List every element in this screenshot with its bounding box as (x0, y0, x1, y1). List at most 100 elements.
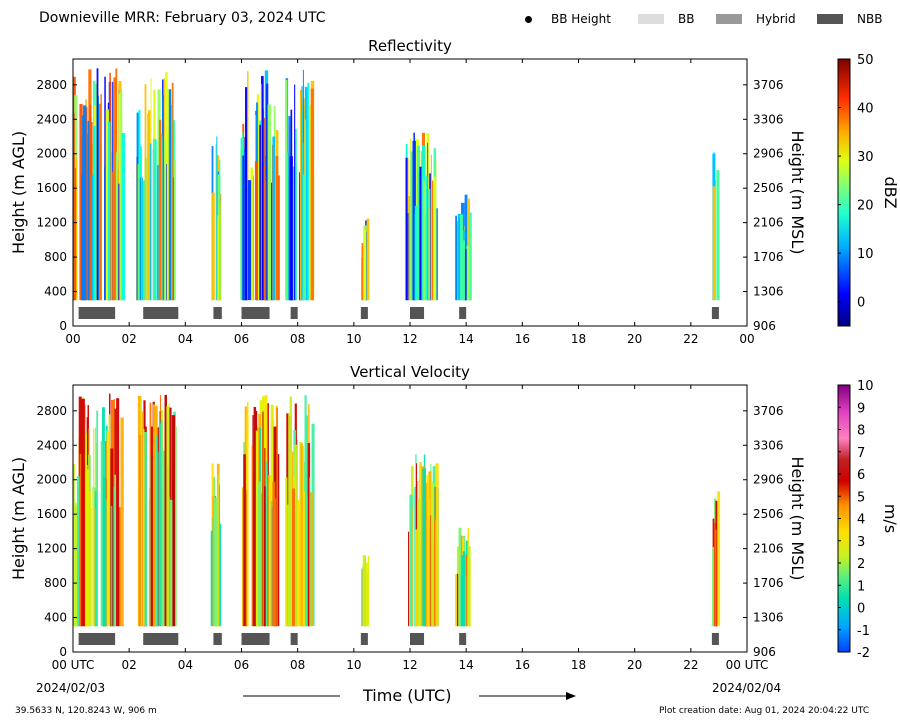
x-tick-label: 22 (683, 658, 698, 672)
x-tick-label: 06 (234, 332, 249, 346)
precip-streak (149, 402, 152, 627)
precip-streak (289, 396, 292, 627)
precip-streak (304, 86, 309, 301)
precip-streak (262, 411, 264, 627)
precip-streak (138, 110, 141, 301)
precip-streak (143, 428, 145, 627)
precip-streak (717, 491, 721, 627)
precip-streak (455, 215, 457, 301)
precip-streak (100, 440, 104, 627)
colorbar-label: m/s (881, 504, 900, 533)
colorbar-tick-label: 1 (857, 579, 865, 594)
y-tick-label: 1600 (36, 181, 67, 195)
precip-streak (366, 218, 370, 301)
precip-streak (84, 404, 86, 627)
bright-band-segment (78, 633, 116, 645)
precip-streak (90, 174, 94, 301)
precip-streak (136, 156, 138, 301)
precip-streak (298, 507, 302, 627)
bright-band-segment (711, 633, 719, 645)
precip-streak (251, 445, 253, 627)
precip-streak (144, 84, 147, 301)
precip-streak (302, 174, 306, 301)
bright-band-segment (459, 307, 467, 319)
precip-streak (155, 436, 158, 627)
precip-streak (172, 415, 176, 627)
precip-streak (264, 486, 266, 627)
precip-streak (430, 154, 432, 301)
precip-streak (363, 230, 366, 301)
precip-streak (365, 562, 368, 627)
colorbar-tick-label: 3 (857, 535, 865, 550)
precip-streak (362, 555, 366, 627)
y2-tick-label: 3706 (753, 404, 784, 418)
y2-tick-label: 3706 (753, 78, 784, 92)
y2-tick-label: 1706 (753, 576, 784, 590)
colorbar-tick-label: 6 (857, 468, 865, 483)
precip-streak (272, 136, 276, 301)
precip-streak (141, 411, 144, 627)
y-tick-label: 2000 (36, 473, 67, 487)
precip-streak (218, 523, 222, 627)
colorbar-tick-label: 9 (857, 401, 865, 416)
precip-streak (115, 152, 118, 301)
precip-streak (270, 501, 273, 627)
precip-streak (460, 214, 464, 301)
precip-streak (286, 152, 289, 301)
y2-axis-title: Height (m MSL) (788, 130, 807, 254)
y2-tick-label: 2106 (753, 542, 784, 556)
y-tick-label: 0 (59, 645, 67, 659)
precip-streak (265, 83, 269, 301)
x-tick-label: 12 (402, 332, 417, 346)
x-tick-label: 00 (739, 332, 754, 346)
end-date-label: 2024/02/04 (712, 681, 782, 695)
precip-streak (361, 568, 363, 627)
x-tick-label: 16 (515, 332, 530, 346)
precip-streak (73, 183, 75, 301)
precip-streak (288, 116, 291, 301)
precip-streak (260, 83, 262, 301)
precip-streak (218, 160, 221, 301)
precip-streak (466, 245, 470, 301)
precip-streak (468, 212, 472, 301)
precip-streak (100, 94, 102, 301)
precip-streak (256, 94, 260, 301)
precip-streak (211, 192, 215, 301)
colorbar (837, 58, 851, 327)
precip-streak (215, 143, 217, 301)
x-tick-label: 06 (234, 658, 249, 672)
precip-streak (258, 124, 262, 301)
precip-streak (430, 482, 435, 627)
y-tick-label: 400 (44, 611, 67, 625)
colorbar-tick-label: -1 (857, 624, 870, 639)
precip-streak (215, 497, 219, 627)
precip-streak (162, 450, 166, 627)
precip-streak (435, 463, 439, 627)
precip-streak (433, 520, 436, 627)
hybrid-swatch-icon (716, 14, 742, 24)
y2-tick-label: 2906 (753, 473, 784, 487)
x-tick-label: 00 UTC (726, 658, 769, 672)
location-footer: 39.5633 N, 120.8243 W, 906 m (15, 706, 157, 716)
precip-streak (140, 177, 143, 301)
y2-tick-label: 2106 (753, 216, 784, 230)
x-tick-label: 18 (571, 658, 586, 672)
panel-title: Reflectivity (368, 37, 452, 55)
bright-band-segment (213, 633, 222, 645)
precip-streak (74, 168, 76, 301)
legend-label-bb-height: BB Height (551, 12, 611, 26)
precip-streak (257, 481, 262, 627)
time-axis-label: Time (UTC) (363, 686, 452, 705)
precip-streak (289, 156, 293, 301)
y2-tick-label: 3306 (753, 438, 784, 452)
precip-streak (120, 90, 123, 301)
legend-item-hybrid: Hybrid (716, 12, 796, 26)
precip-streak (712, 547, 714, 627)
y2-tick-label: 2906 (753, 147, 784, 161)
precip-streak (97, 103, 101, 301)
y2-tick-label: 1306 (753, 611, 784, 625)
precip-streak (311, 423, 315, 627)
precip-streak (120, 417, 124, 627)
precip-streak (367, 555, 369, 627)
